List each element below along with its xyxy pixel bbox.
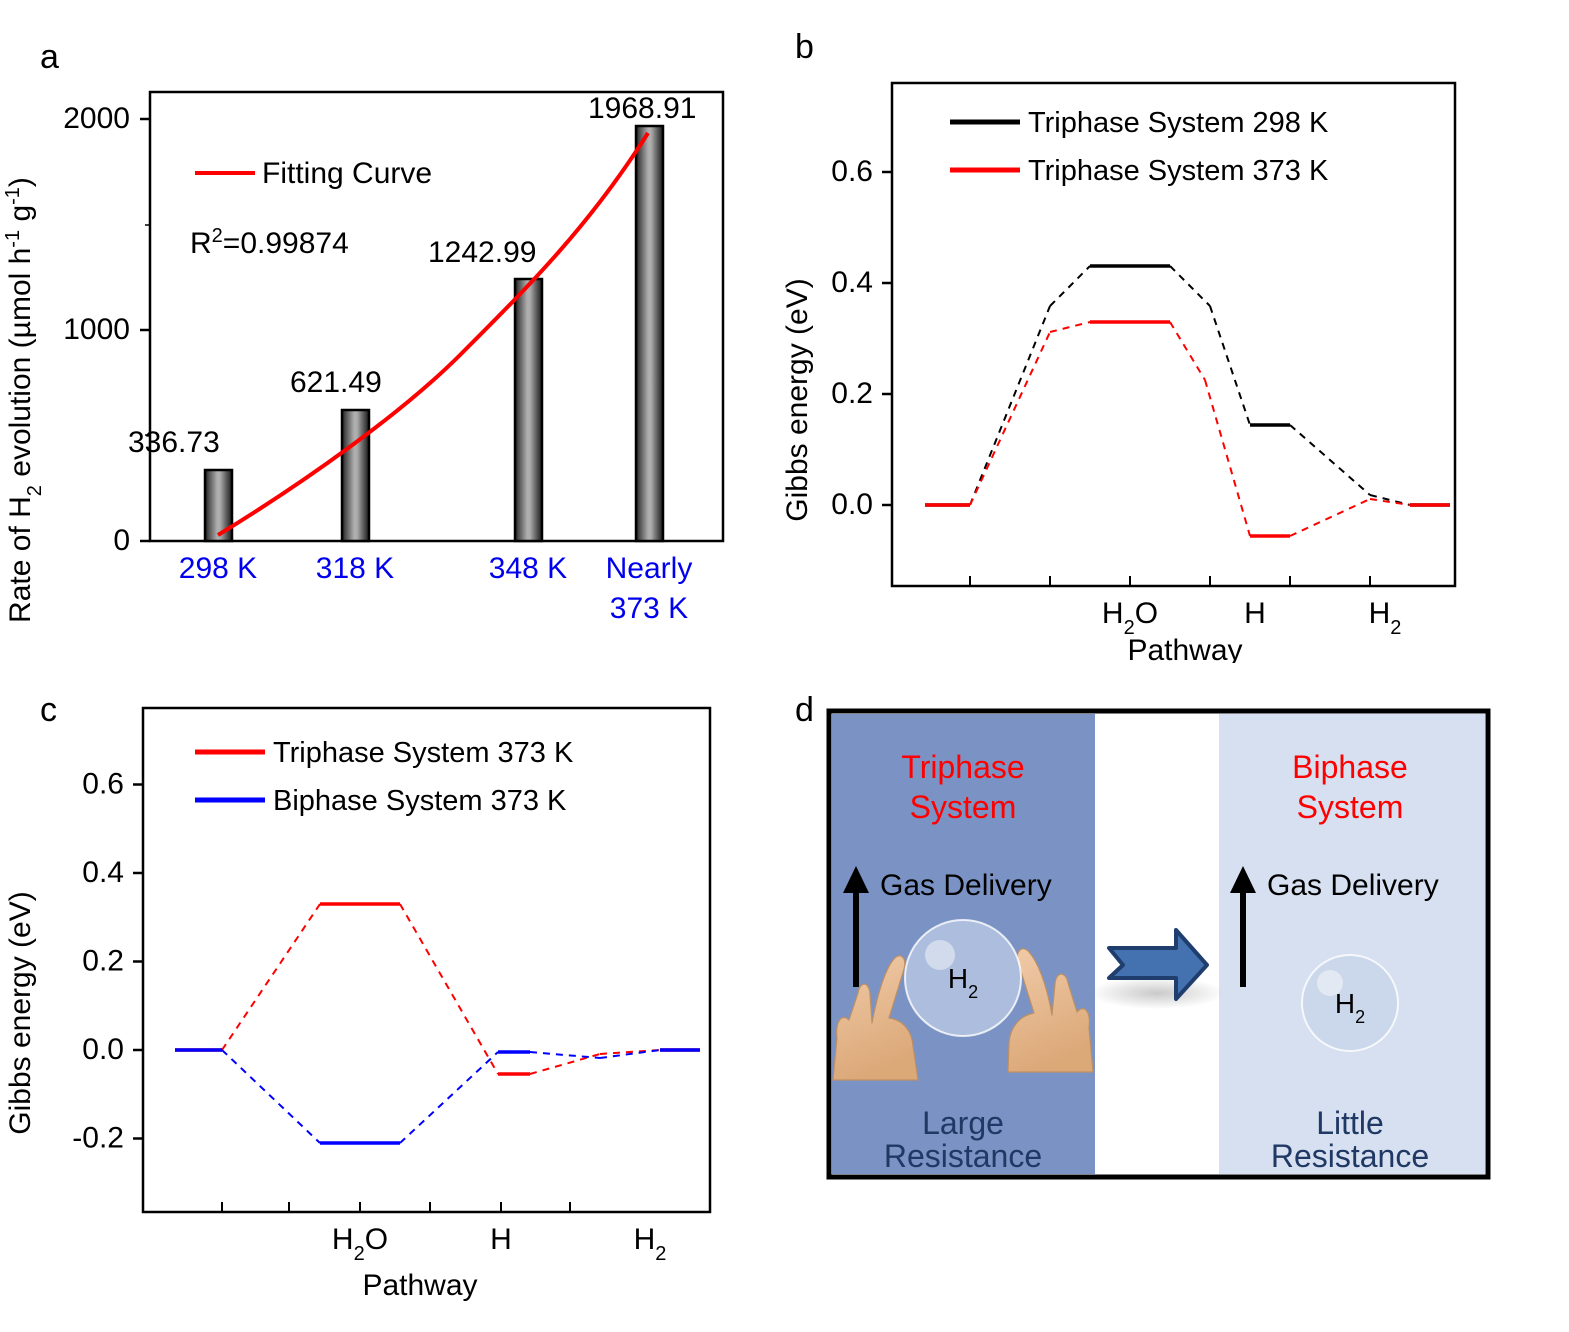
svg-text:Biphase System 373 K: Biphase System 373 K	[273, 785, 567, 817]
svg-text:318 K: 318 K	[316, 552, 394, 585]
svg-text:336.73: 336.73	[128, 426, 220, 459]
svg-text:System: System	[1297, 789, 1404, 825]
svg-text:0.0: 0.0	[831, 488, 873, 521]
svg-text:Pathway: Pathway	[362, 1269, 477, 1302]
svg-text:Rate of H2 evolution (µmol h-1: Rate of H2 evolution (µmol h-1 g-1)	[2, 177, 46, 623]
svg-text:R2=0.99874: R2=0.99874	[190, 225, 349, 260]
svg-text:0.6: 0.6	[831, 155, 873, 188]
svg-text:c: c	[40, 691, 57, 729]
svg-text:1242.99: 1242.99	[428, 236, 536, 269]
svg-text:a: a	[40, 38, 59, 76]
svg-text:H2: H2	[634, 1223, 667, 1265]
svg-text:Triphase System 373 K: Triphase System 373 K	[273, 737, 574, 769]
svg-text:Pathway: Pathway	[1127, 634, 1242, 663]
svg-text:0.2: 0.2	[831, 377, 873, 410]
svg-text:H2O: H2O	[1102, 597, 1158, 639]
svg-text:0.0: 0.0	[82, 1033, 124, 1066]
svg-text:Fitting Curve: Fitting Curve	[262, 157, 432, 190]
svg-text:H2O: H2O	[332, 1223, 388, 1265]
svg-text:Resistance: Resistance	[884, 1138, 1042, 1174]
svg-text:Resistance: Resistance	[1271, 1138, 1429, 1174]
svg-text:Gas Delivery: Gas Delivery	[1267, 869, 1439, 902]
svg-text:H: H	[490, 1223, 512, 1256]
svg-text:Gibbs energy (eV): Gibbs energy (eV)	[785, 278, 814, 521]
svg-text:0: 0	[113, 524, 130, 557]
svg-text:348 K: 348 K	[489, 552, 567, 585]
svg-text:1968.91: 1968.91	[588, 92, 696, 125]
svg-text:0.4: 0.4	[82, 856, 124, 889]
svg-text:Gas Delivery: Gas Delivery	[880, 869, 1052, 902]
svg-text:System: System	[910, 789, 1017, 825]
svg-text:0.4: 0.4	[831, 266, 873, 299]
svg-text:0.2: 0.2	[82, 945, 124, 978]
svg-text:-0.2: -0.2	[72, 1122, 124, 1155]
svg-text:Triphase: Triphase	[901, 749, 1024, 785]
svg-text:b: b	[795, 28, 814, 66]
svg-text:621.49: 621.49	[290, 366, 382, 399]
svg-text:Little: Little	[1316, 1105, 1384, 1141]
svg-text:373 K: 373 K	[610, 592, 688, 625]
svg-text:2000: 2000	[63, 102, 130, 135]
svg-text:d: d	[795, 691, 814, 729]
svg-text:1000: 1000	[63, 313, 130, 346]
svg-text:H2: H2	[1369, 597, 1402, 639]
svg-text:0.6: 0.6	[82, 768, 124, 801]
svg-text:Large: Large	[922, 1105, 1004, 1141]
svg-text:Nearly: Nearly	[606, 552, 693, 585]
svg-text:H: H	[1244, 597, 1266, 630]
svg-text:Triphase System 373 K: Triphase System 373 K	[1028, 155, 1329, 187]
svg-text:Biphase: Biphase	[1292, 749, 1408, 785]
svg-text:Gibbs energy (eV): Gibbs energy (eV)	[4, 891, 37, 1134]
svg-text:Triphase System 298 K: Triphase System 298 K	[1028, 107, 1329, 139]
svg-text:298 K: 298 K	[179, 552, 257, 585]
